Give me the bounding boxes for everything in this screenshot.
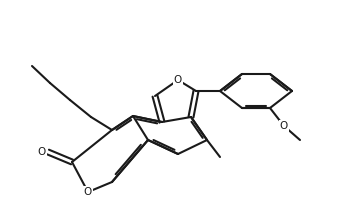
Text: O: O bbox=[280, 121, 288, 131]
Text: O: O bbox=[38, 147, 46, 157]
Text: O: O bbox=[174, 75, 182, 85]
Text: O: O bbox=[84, 187, 92, 197]
